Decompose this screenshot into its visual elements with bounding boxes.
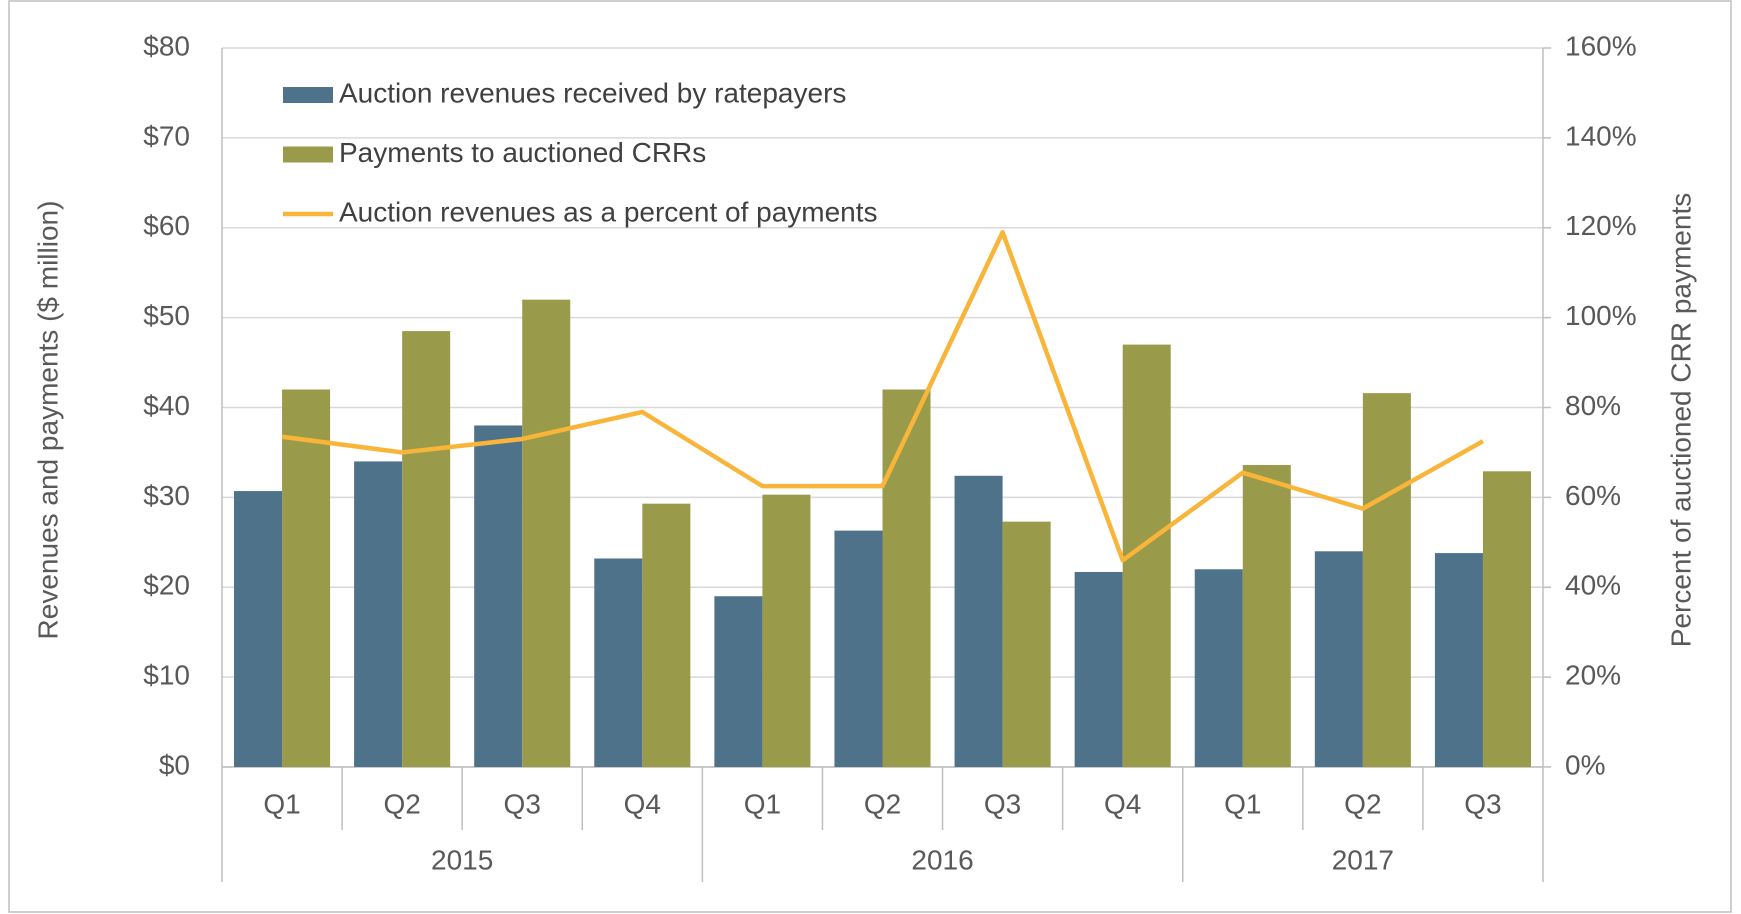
y2-tick-label: 80% bbox=[1565, 390, 1621, 421]
line bbox=[281, 229, 1485, 563]
x-tick-label: Q2 bbox=[864, 788, 901, 819]
y-tick-label: $0 bbox=[159, 749, 190, 780]
x-tick-label: Q3 bbox=[1464, 788, 1501, 819]
bar bbox=[1194, 569, 1243, 767]
bar bbox=[714, 596, 763, 767]
x-group-label: 2017 bbox=[1332, 844, 1394, 875]
x-group-label: 2016 bbox=[911, 844, 973, 875]
y2-tick-label: 40% bbox=[1565, 570, 1621, 601]
x-tick-label: Q1 bbox=[1224, 788, 1261, 819]
bar bbox=[1482, 471, 1531, 767]
legend-label: Payments to auctioned CRRs bbox=[339, 137, 706, 168]
bar bbox=[402, 331, 451, 767]
x-tick-label: Q2 bbox=[383, 788, 420, 819]
y2-axis-title: Percent of auctioned CRR payments bbox=[1665, 193, 1696, 647]
bar bbox=[954, 475, 1003, 767]
y2-tick-label: 140% bbox=[1565, 120, 1637, 151]
bar bbox=[522, 299, 571, 767]
x-tick-label: Q3 bbox=[504, 788, 541, 819]
bar bbox=[282, 389, 331, 767]
bar bbox=[1074, 571, 1123, 767]
bar bbox=[1242, 465, 1291, 767]
bar bbox=[234, 491, 283, 767]
y2-tick-label: 0% bbox=[1565, 749, 1605, 780]
y2-tick-label: 100% bbox=[1565, 300, 1637, 331]
bar bbox=[474, 425, 523, 767]
bar bbox=[834, 530, 883, 767]
legend-swatch bbox=[283, 87, 333, 103]
y-tick-label: $60 bbox=[143, 210, 190, 241]
y2-tick-label: 20% bbox=[1565, 660, 1621, 691]
bar bbox=[594, 558, 643, 767]
y2-tick-label: 60% bbox=[1565, 480, 1621, 511]
y-axis-title: Revenues and payments ($ million) bbox=[32, 201, 63, 640]
x-tick-label: Q4 bbox=[624, 788, 661, 819]
y-tick-label: $80 bbox=[143, 30, 190, 61]
y-tick-label: $30 bbox=[143, 480, 190, 511]
bar bbox=[882, 389, 931, 767]
x-tick-label: Q2 bbox=[1344, 788, 1381, 819]
bar bbox=[762, 494, 811, 767]
x-tick-label: Q1 bbox=[263, 788, 300, 819]
y-tick-label: $10 bbox=[143, 660, 190, 691]
legend-label: Auction revenues received by ratepayers bbox=[339, 77, 846, 108]
bar bbox=[642, 503, 691, 767]
x-group-label: 2015 bbox=[431, 844, 493, 875]
bar bbox=[1314, 551, 1363, 767]
legend-label: Auction revenues as a percent of payment… bbox=[339, 196, 878, 227]
bar bbox=[1002, 521, 1051, 767]
x-tick-label: Q3 bbox=[984, 788, 1021, 819]
x-tick-label: Q1 bbox=[744, 788, 781, 819]
x-tick-label: Q4 bbox=[1104, 788, 1141, 819]
y2-tick-label: 160% bbox=[1565, 30, 1637, 61]
y-tick-label: $50 bbox=[143, 300, 190, 331]
y-tick-label: $20 bbox=[143, 570, 190, 601]
bar bbox=[1362, 393, 1411, 767]
bar bbox=[354, 461, 403, 767]
bar bbox=[1434, 553, 1483, 767]
legend-swatch bbox=[283, 146, 333, 163]
y-tick-label: $70 bbox=[143, 120, 190, 151]
y-tick-label: $40 bbox=[143, 390, 190, 421]
y2-tick-label: 120% bbox=[1565, 210, 1637, 241]
chart-border bbox=[8, 0, 1732, 913]
